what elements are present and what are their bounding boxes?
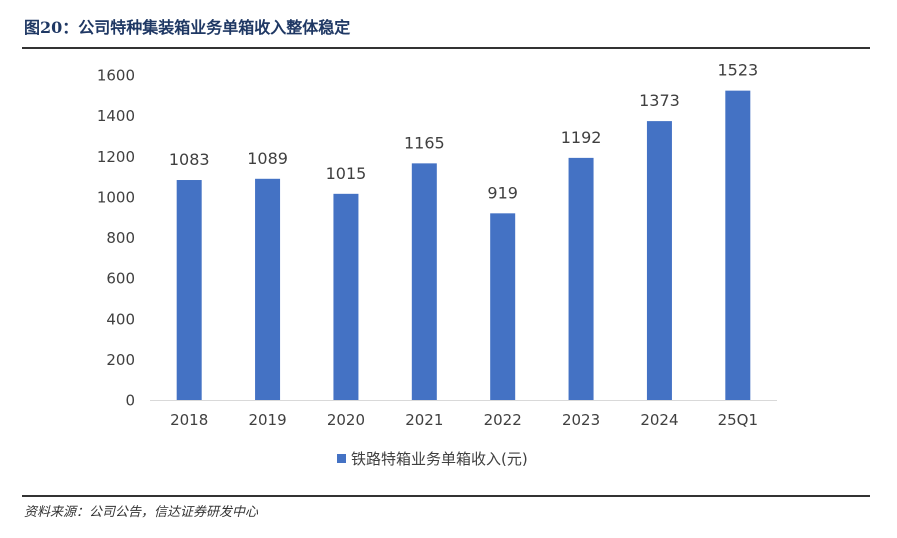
- bar-2024: [646, 121, 672, 400]
- y-tick-label-1000: 1000: [97, 188, 135, 206]
- bar-2018: [176, 180, 202, 400]
- bar-2020: [333, 193, 359, 400]
- x-tick-label-25Q1: 25Q1: [718, 411, 758, 429]
- bar-series: [176, 90, 751, 400]
- legend-swatch: [337, 454, 346, 463]
- bar-2019: [255, 178, 281, 400]
- y-tick-label-0: 0: [125, 392, 135, 410]
- y-tick-label-800: 800: [106, 229, 135, 247]
- y-tick-label-200: 200: [106, 351, 135, 369]
- bar-25Q1: [725, 90, 751, 400]
- data-label-2019: 1089: [247, 149, 288, 168]
- x-tick-label-2021: 2021: [405, 411, 443, 429]
- data-label-2024: 1373: [639, 91, 680, 110]
- source-divider: [22, 495, 870, 497]
- y-tick-label-600: 600: [106, 270, 135, 288]
- x-axis-category-labels: 2018 2019 2020 2021 2022 2023 2024 25Q1: [170, 411, 758, 429]
- legend-label: 铁路特箱业务单箱收入(元): [351, 450, 528, 468]
- source-note: 资料来源：公司公告，信达证券研发中心: [24, 505, 259, 520]
- y-tick-label-1400: 1400: [97, 107, 135, 125]
- x-tick-label-2022: 2022: [484, 411, 522, 429]
- y-axis-ticks: 0 200 400 600 800 1000 1200 1400 1600: [97, 67, 135, 410]
- bar-2022: [490, 213, 516, 400]
- x-tick-label-2018: 2018: [170, 411, 208, 429]
- bar-2023: [568, 157, 594, 400]
- data-labels: 1083 1089 1015 1165 919 1192 1373 1523: [169, 61, 758, 203]
- x-tick-label-2023: 2023: [562, 411, 600, 429]
- y-tick-label-1200: 1200: [97, 148, 135, 166]
- title-divider: [22, 47, 870, 49]
- data-label-2023: 1192: [561, 128, 602, 147]
- data-label-2018: 1083: [169, 150, 210, 169]
- y-tick-label-400: 400: [106, 310, 135, 328]
- legend: 铁路特箱业务单箱收入(元): [337, 448, 528, 469]
- data-label-25Q1: 1523: [717, 61, 758, 80]
- x-tick-label-2024: 2024: [640, 411, 678, 429]
- figure-title: 图20：公司特种集装箱业务单箱收入整体稳定: [24, 18, 351, 37]
- data-label-2021: 1165: [404, 133, 445, 152]
- bar-2021: [411, 163, 437, 400]
- x-tick-label-2020: 2020: [327, 411, 365, 429]
- data-label-2022: 919: [487, 183, 518, 202]
- y-tick-label-1600: 1600: [97, 67, 135, 85]
- x-tick-label-2019: 2019: [248, 411, 286, 429]
- data-label-2020: 1015: [326, 164, 367, 183]
